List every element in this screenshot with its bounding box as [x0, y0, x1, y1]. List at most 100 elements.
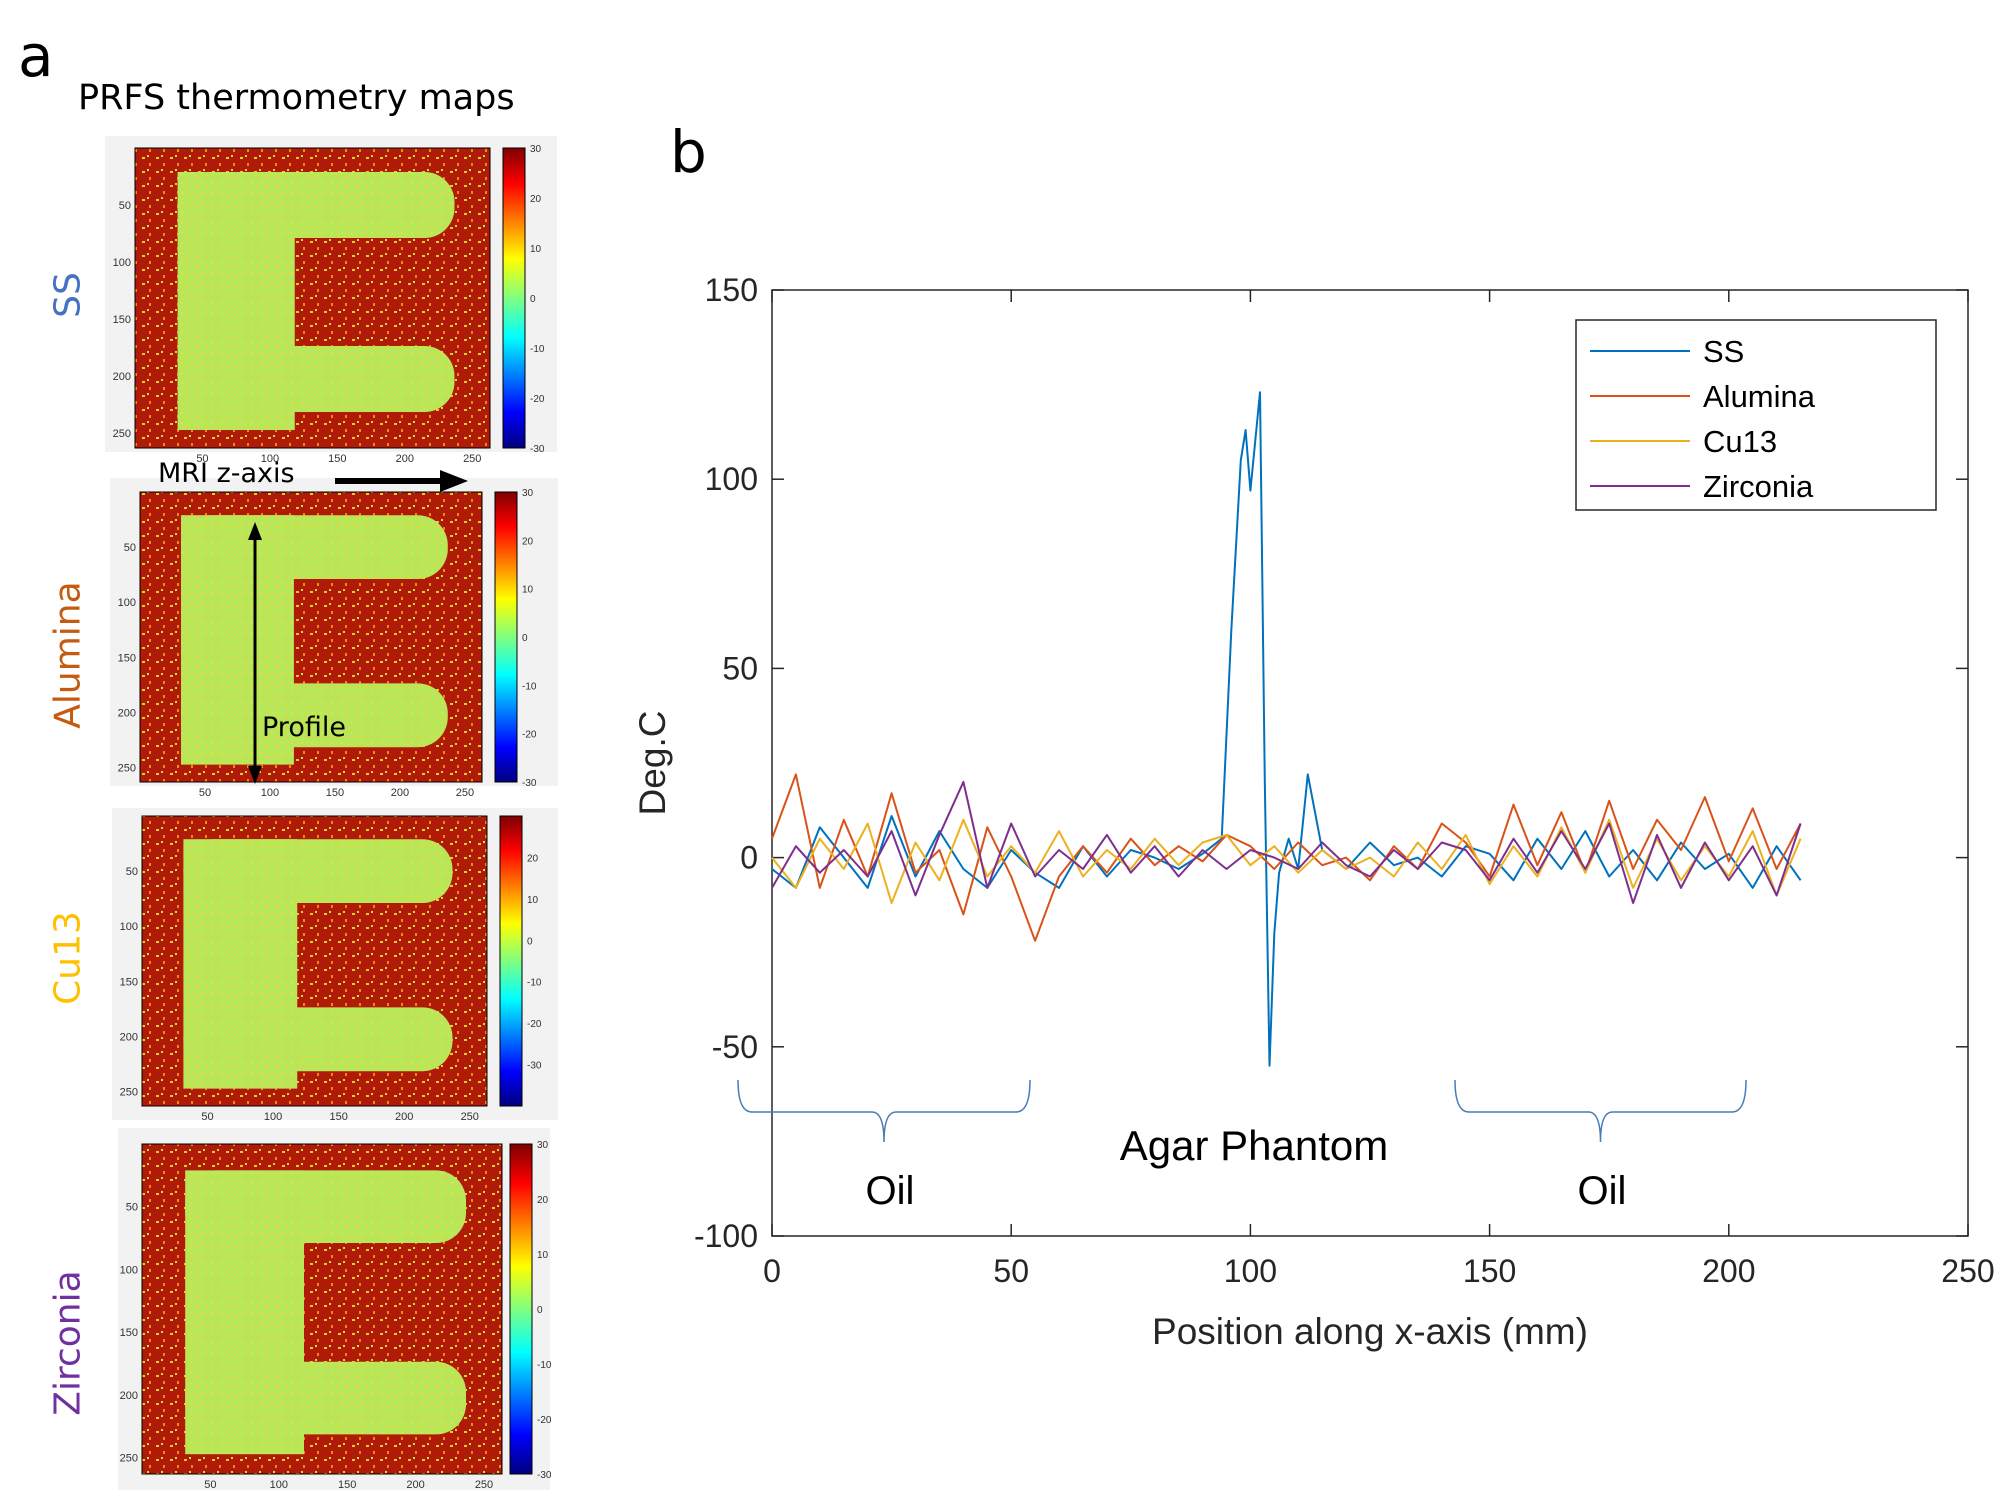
- colorbar-tick: 30: [522, 488, 534, 499]
- x-axis-label: Position along x-axis (mm): [1152, 1311, 1588, 1352]
- map-ytick: 250: [113, 428, 131, 440]
- panel-a-letter: a: [18, 22, 54, 90]
- colorbar-tick: 30: [530, 144, 542, 155]
- colorbar-tick: 20: [530, 194, 542, 205]
- map-ytick: 100: [120, 921, 138, 933]
- map-ytick: 150: [120, 1327, 138, 1339]
- map-xtick: 100: [264, 1111, 282, 1123]
- colorbar-tick: 20: [522, 536, 534, 547]
- colorbar-tick: -20: [537, 1415, 552, 1426]
- map-ytick: 100: [118, 597, 136, 609]
- map-xtick: 250: [461, 1111, 479, 1123]
- map-ytick: 150: [118, 652, 136, 664]
- y-tick-label: 100: [705, 461, 758, 497]
- colorbar-tick: 10: [522, 585, 534, 596]
- colorbar-tick: -30: [522, 778, 537, 789]
- map-xtick: 100: [261, 453, 279, 465]
- map-ytick: 100: [113, 257, 131, 269]
- x-tick-label: 250: [1941, 1253, 1994, 1289]
- map-ytick: 200: [118, 707, 136, 719]
- oil-right-label: Oil: [1578, 1169, 1627, 1213]
- phantom-arm-top: [181, 515, 448, 579]
- colorbar-tick: -10: [537, 1360, 552, 1371]
- colorbar: [509, 1143, 533, 1475]
- map-ytick: 50: [119, 200, 131, 212]
- map-ytick: 200: [120, 1031, 138, 1043]
- colorbar-tick: 10: [527, 895, 539, 906]
- map-xtick: 150: [328, 453, 346, 465]
- colorbar-tick: -20: [527, 1019, 542, 1030]
- profile-arrow-head-top: [248, 522, 262, 540]
- colorbar-tick: 10: [530, 244, 542, 255]
- map-xtick: 200: [396, 453, 414, 465]
- colorbar-tick: -30: [527, 1061, 542, 1072]
- colorbar-tick: 0: [537, 1305, 543, 1316]
- oil-left-label: Oil: [866, 1169, 915, 1213]
- colorbar-tick: 0: [527, 936, 533, 947]
- y-axis-label: Deg.C: [632, 711, 673, 816]
- profile-arrow-head-bottom: [248, 766, 262, 784]
- map-xtick: 200: [395, 1111, 413, 1123]
- agar-phantom-label: Agar Phantom: [1120, 1122, 1389, 1169]
- mri-z-axis-label: MRI z-axis: [158, 458, 295, 489]
- x-tick-label: 0: [763, 1253, 781, 1289]
- map-xtick: 50: [199, 787, 211, 799]
- map-xtick: 200: [406, 1479, 424, 1491]
- map-ytick: 150: [120, 976, 138, 988]
- map-ytick: 200: [113, 371, 131, 383]
- series-line-cu13: [771, 818, 1802, 904]
- colorbar-tick: 0: [522, 633, 528, 644]
- plot-area: [771, 289, 1969, 1237]
- phantom-arm-bottom: [185, 1361, 466, 1435]
- map-ytick: 50: [126, 1202, 138, 1214]
- map-xtick: 50: [196, 453, 208, 465]
- phantom-arm-top: [177, 172, 455, 238]
- map-ytick: 250: [118, 763, 136, 775]
- map-xtick: 100: [270, 1479, 288, 1491]
- legend-entry-cu13: Cu13: [1703, 424, 1777, 459]
- colorbar-tick: -10: [522, 681, 537, 692]
- x-tick-label: 150: [1463, 1253, 1516, 1289]
- map-ytick: 50: [124, 542, 136, 554]
- colorbar-tick: -30: [530, 444, 545, 455]
- series-line-zirconia: [771, 780, 1802, 904]
- x-tick-label: 50: [993, 1253, 1029, 1289]
- map-ytick: 100: [120, 1264, 138, 1276]
- map-xtick: 100: [261, 787, 279, 799]
- phantom-arm-bottom: [177, 346, 455, 412]
- z-axis-arrow-head: [440, 470, 468, 492]
- phantom-arm-bottom: [183, 1007, 453, 1072]
- map-ytick: 250: [120, 1453, 138, 1465]
- y-tick-label: 50: [722, 650, 758, 686]
- map-xtick: 150: [329, 1111, 347, 1123]
- map-ytick: 200: [120, 1390, 138, 1402]
- x-tick-label: 200: [1702, 1253, 1755, 1289]
- colorbar: [499, 815, 523, 1107]
- colorbar-tick: -30: [537, 1470, 552, 1481]
- panel-b-letter: b: [670, 118, 707, 186]
- map-xtick: 50: [204, 1479, 216, 1491]
- phantom-arm-bottom: [181, 683, 448, 748]
- colorbar-tick: -20: [522, 730, 537, 741]
- legend-entry-ss: SS: [1703, 334, 1744, 369]
- colorbar-tick: 20: [527, 853, 539, 864]
- map-xtick: 50: [201, 1111, 213, 1123]
- y-tick-label: 0: [740, 840, 758, 876]
- phantom-arm-top: [185, 1170, 466, 1243]
- series-line-alumina: [771, 773, 1802, 942]
- colorbar-tick: 10: [537, 1250, 549, 1261]
- x-tick-label: 100: [1224, 1253, 1277, 1289]
- legend-entry-zirconia: Zirconia: [1703, 469, 1814, 504]
- colorbar-tick: -10: [527, 978, 542, 989]
- y-tick-label: -50: [712, 1029, 758, 1065]
- legend-entry-alumina: Alumina: [1703, 379, 1816, 414]
- map-ytick: 50: [126, 866, 138, 878]
- profile-label: Profile: [262, 712, 346, 743]
- y-tick-label: 150: [705, 272, 758, 308]
